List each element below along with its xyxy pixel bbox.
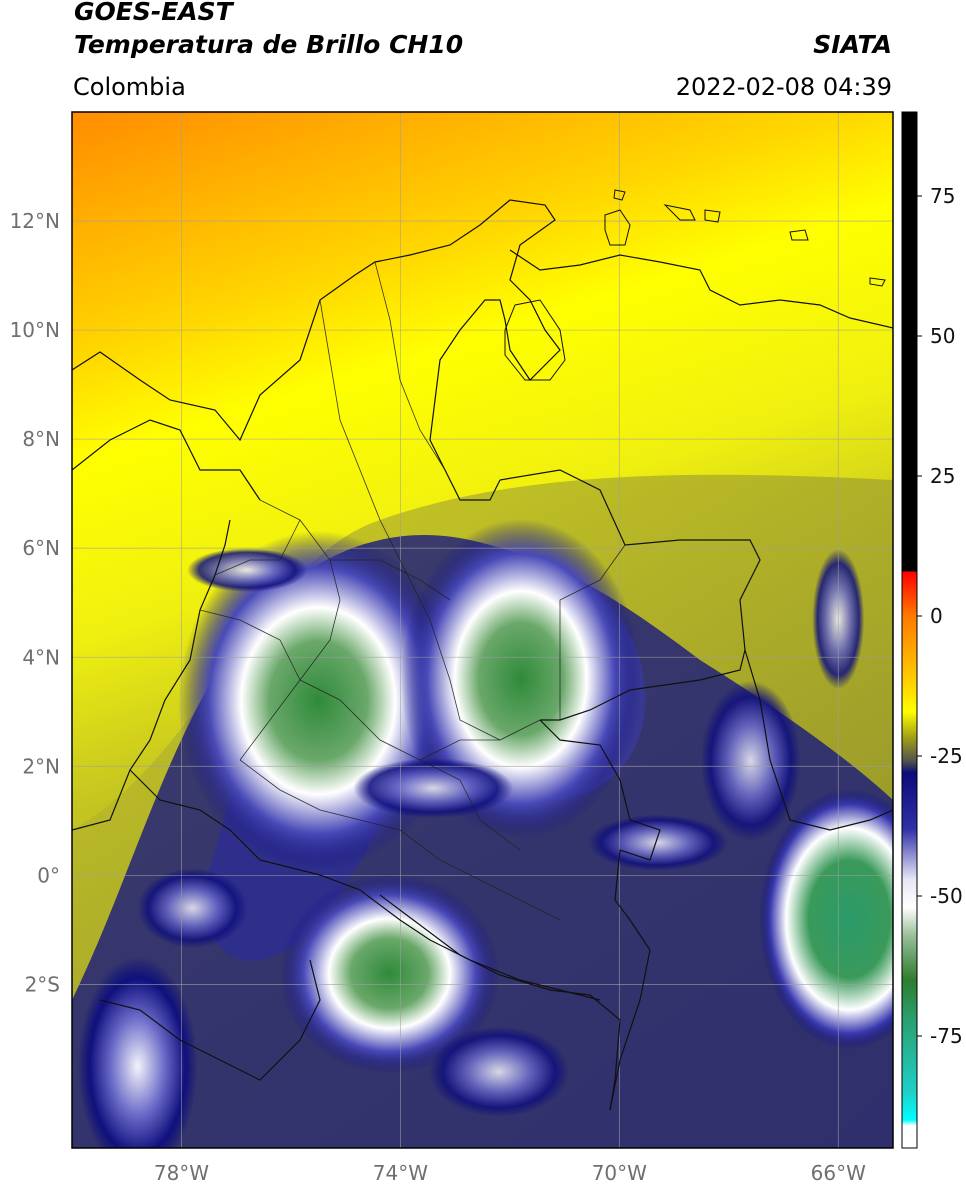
venezuela-coastline [509, 249, 893, 329]
colombia-venezuela-border [499, 469, 761, 721]
colombia-ecuador-border [129, 769, 601, 1001]
country-borders [72, 199, 893, 1111]
map-imagery [72, 112, 893, 1148]
satellite-title: GOES-EAST [74, 0, 233, 26]
lat-label: 10°N [10, 318, 60, 342]
colorbar-tick-label: 0 [930, 604, 943, 628]
caribbean-coastline [72, 199, 561, 501]
colorbar-tick-label: 25 [930, 464, 955, 488]
lat-label: 6°N [22, 536, 60, 560]
region-label: Colombia [73, 73, 186, 101]
department-borders [199, 261, 626, 921]
bonaire-island [663, 204, 696, 221]
colorbar-tick-label: -50 [930, 884, 963, 908]
islands-and-coast-details [504, 189, 886, 381]
cloud-cluster-southwest [77, 956, 198, 1148]
cloud-streak [428, 1026, 569, 1117]
colombia-brazil-border [539, 719, 661, 1111]
cloud-layer [77, 519, 893, 1148]
colorbar-scale [901, 111, 918, 1149]
cloud-streak [137, 868, 248, 949]
margarita-island [789, 229, 809, 241]
cloud-cluster-east-border [759, 789, 893, 1049]
cloud-streak [187, 548, 308, 593]
graticule [72, 112, 893, 1148]
cloud-streak [587, 814, 728, 871]
lon-label: 66°W [811, 1161, 866, 1185]
trinidad-islet [869, 277, 886, 287]
lat-label: 4°N [22, 645, 60, 669]
colorbar-tick-label: 50 [930, 324, 955, 348]
lat-label: 2°N [22, 754, 60, 778]
colorbar-tick-label: -75 [930, 1024, 963, 1048]
colorbar-ticks: 75 50 25 0 -25 -50 -75 [917, 184, 963, 1048]
small-island [613, 189, 626, 201]
colorbar-tick-label: -25 [930, 744, 963, 768]
colorbar: 75 50 25 0 -25 -50 -75 [901, 111, 963, 1149]
lat-label: 12°N [10, 209, 60, 233]
cloud-cluster-eastern-plains [400, 519, 641, 840]
product-title: Temperatura de Brillo CH10 [74, 30, 464, 59]
colorbar-tick-label: 75 [930, 184, 955, 208]
lon-label: 78°W [154, 1161, 209, 1185]
cloud-streak [700, 680, 801, 841]
panama-border [72, 419, 261, 501]
brand-label: SIATA [813, 30, 892, 59]
map-frame [71, 111, 894, 1149]
lat-label: 8°N [22, 427, 60, 451]
longitude-labels: 78°W 74°W 70°W 66°W [154, 1161, 866, 1185]
timestamp-label: 2022-02-08 04:39 [675, 73, 892, 101]
cloud-cluster-amazon-south [279, 873, 500, 1074]
curacao-island [604, 209, 631, 246]
venezuela-brazil-border [744, 649, 893, 831]
cloud-streak [353, 758, 514, 819]
aruba-island [704, 209, 721, 223]
lat-label: 2°S [25, 972, 60, 996]
lat-label: 0° [37, 863, 60, 887]
lake-maracaibo [504, 299, 566, 381]
lon-label: 74°W [373, 1161, 428, 1185]
colombia-peru-border [379, 894, 621, 1111]
pacific-coastline [72, 519, 231, 831]
lon-label: 70°W [592, 1161, 647, 1185]
peru-ecuador-border [99, 959, 321, 1081]
latitude-labels: 12°N 10°N 8°N 6°N 4°N 2°N 0° 2°S [10, 209, 60, 996]
